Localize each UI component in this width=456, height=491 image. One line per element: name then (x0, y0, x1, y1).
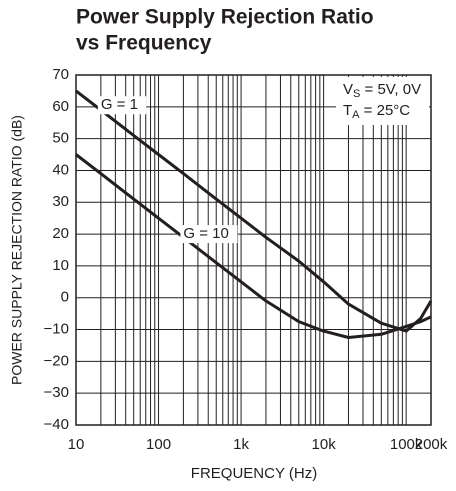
conditions-bg (336, 77, 429, 125)
condition-value: = 5V, 0V (360, 81, 421, 98)
series-line (75, 89, 433, 333)
y-tick-label: 10 (52, 257, 69, 274)
y-tick-label: −20 (44, 352, 69, 369)
x-axis-label: FREQUENCY (Hz) (191, 465, 317, 482)
x-tick-label: 200k (415, 436, 448, 453)
condition-value: = 25°C (360, 102, 411, 119)
label-bg (180, 225, 238, 244)
series-line (75, 153, 432, 339)
chart-title: vs Frequency (76, 32, 212, 55)
y-tick-label: 20 (52, 225, 69, 242)
y-tick-label: −10 (44, 321, 69, 338)
y-tick-label: −40 (44, 416, 69, 433)
label-bg (97, 96, 147, 115)
condition-symbol: V (343, 81, 353, 98)
y-tick-label: 50 (52, 130, 69, 147)
y-axis-label: POWER SUPPLY REJECTION RATIO (dB) (9, 115, 25, 385)
y-tick-label: 30 (52, 193, 69, 210)
condition-subscript: A (352, 109, 360, 121)
condition-subscript: S (353, 88, 360, 100)
plot-border (75, 74, 432, 426)
x-tick-label: 10k (312, 436, 337, 453)
condition-text: TA = 25°C (343, 102, 410, 121)
x-tick-label: 100 (146, 436, 171, 453)
condition-text: VS = 5V, 0V (343, 81, 421, 100)
y-tick-label: 40 (52, 161, 69, 178)
y-tick-label: 0 (61, 289, 69, 306)
x-tick-label: 10 (68, 436, 85, 453)
y-tick-label: 60 (52, 98, 69, 115)
x-tick-label: 100k (390, 436, 423, 453)
condition-symbol: T (343, 102, 352, 119)
y-tick-label: 70 (52, 66, 69, 83)
chart-title: Power Supply Rejection Ratio (76, 6, 374, 29)
series-label: G = 10 (183, 225, 228, 242)
series-label: G = 1 (101, 96, 138, 113)
y-tick-label: −30 (44, 384, 69, 401)
x-tick-label: 1k (233, 436, 249, 453)
